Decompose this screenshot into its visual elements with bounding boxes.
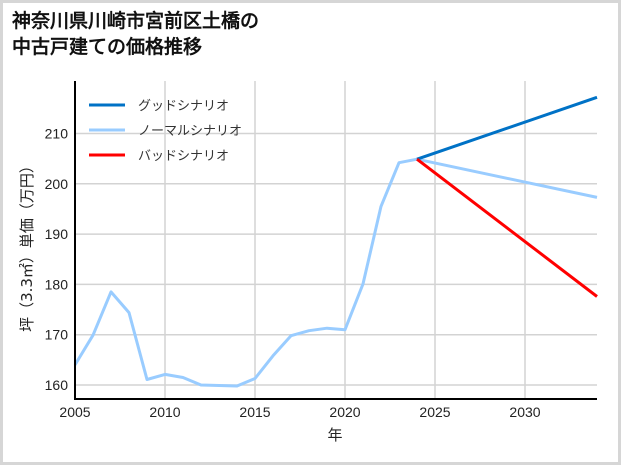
series-line <box>73 157 598 388</box>
y-tick-label: 210 <box>45 126 69 142</box>
x-tick-label: 2010 <box>149 404 180 420</box>
y-tick-labels: 160 170 180 190 200 210 <box>45 126 69 394</box>
chart-title: 神奈川県川崎市宮前区土橋の 中古戸建ての価格推移 <box>12 8 259 60</box>
legend-label: グッドシナリオ <box>138 99 229 114</box>
series-line <box>416 158 598 298</box>
series-lines <box>73 95 598 388</box>
legend-label: ノーマルシナリオ <box>138 124 242 139</box>
x-axis-label: 年 <box>327 426 342 444</box>
gridlines <box>75 81 597 399</box>
y-tick-label: 180 <box>45 276 69 292</box>
y-axis-label: 坪（3.3㎡）単価（万円） <box>18 158 36 332</box>
y-tick-label: 200 <box>45 176 69 192</box>
x-tick-label: 2015 <box>239 404 270 420</box>
x-tick-label: 2020 <box>329 404 360 420</box>
x-tick-label: 2005 <box>59 404 90 420</box>
y-tick-label: 170 <box>45 327 69 343</box>
y-tick-label: 160 <box>45 377 69 393</box>
axes <box>74 81 597 400</box>
x-tick-label: 2030 <box>509 404 540 420</box>
series-line <box>416 95 598 161</box>
x-tick-labels: 2005 2010 2015 2020 2025 2030 <box>59 404 540 420</box>
title-line-2: 中古戸建ての価格推移 <box>12 36 203 58</box>
y-tick-label: 190 <box>45 226 69 242</box>
legend-label: バッドシナリオ <box>138 149 229 164</box>
x-tick-label: 2025 <box>419 404 450 420</box>
title-line-1: 神奈川県川崎市宮前区土橋の <box>12 10 260 32</box>
